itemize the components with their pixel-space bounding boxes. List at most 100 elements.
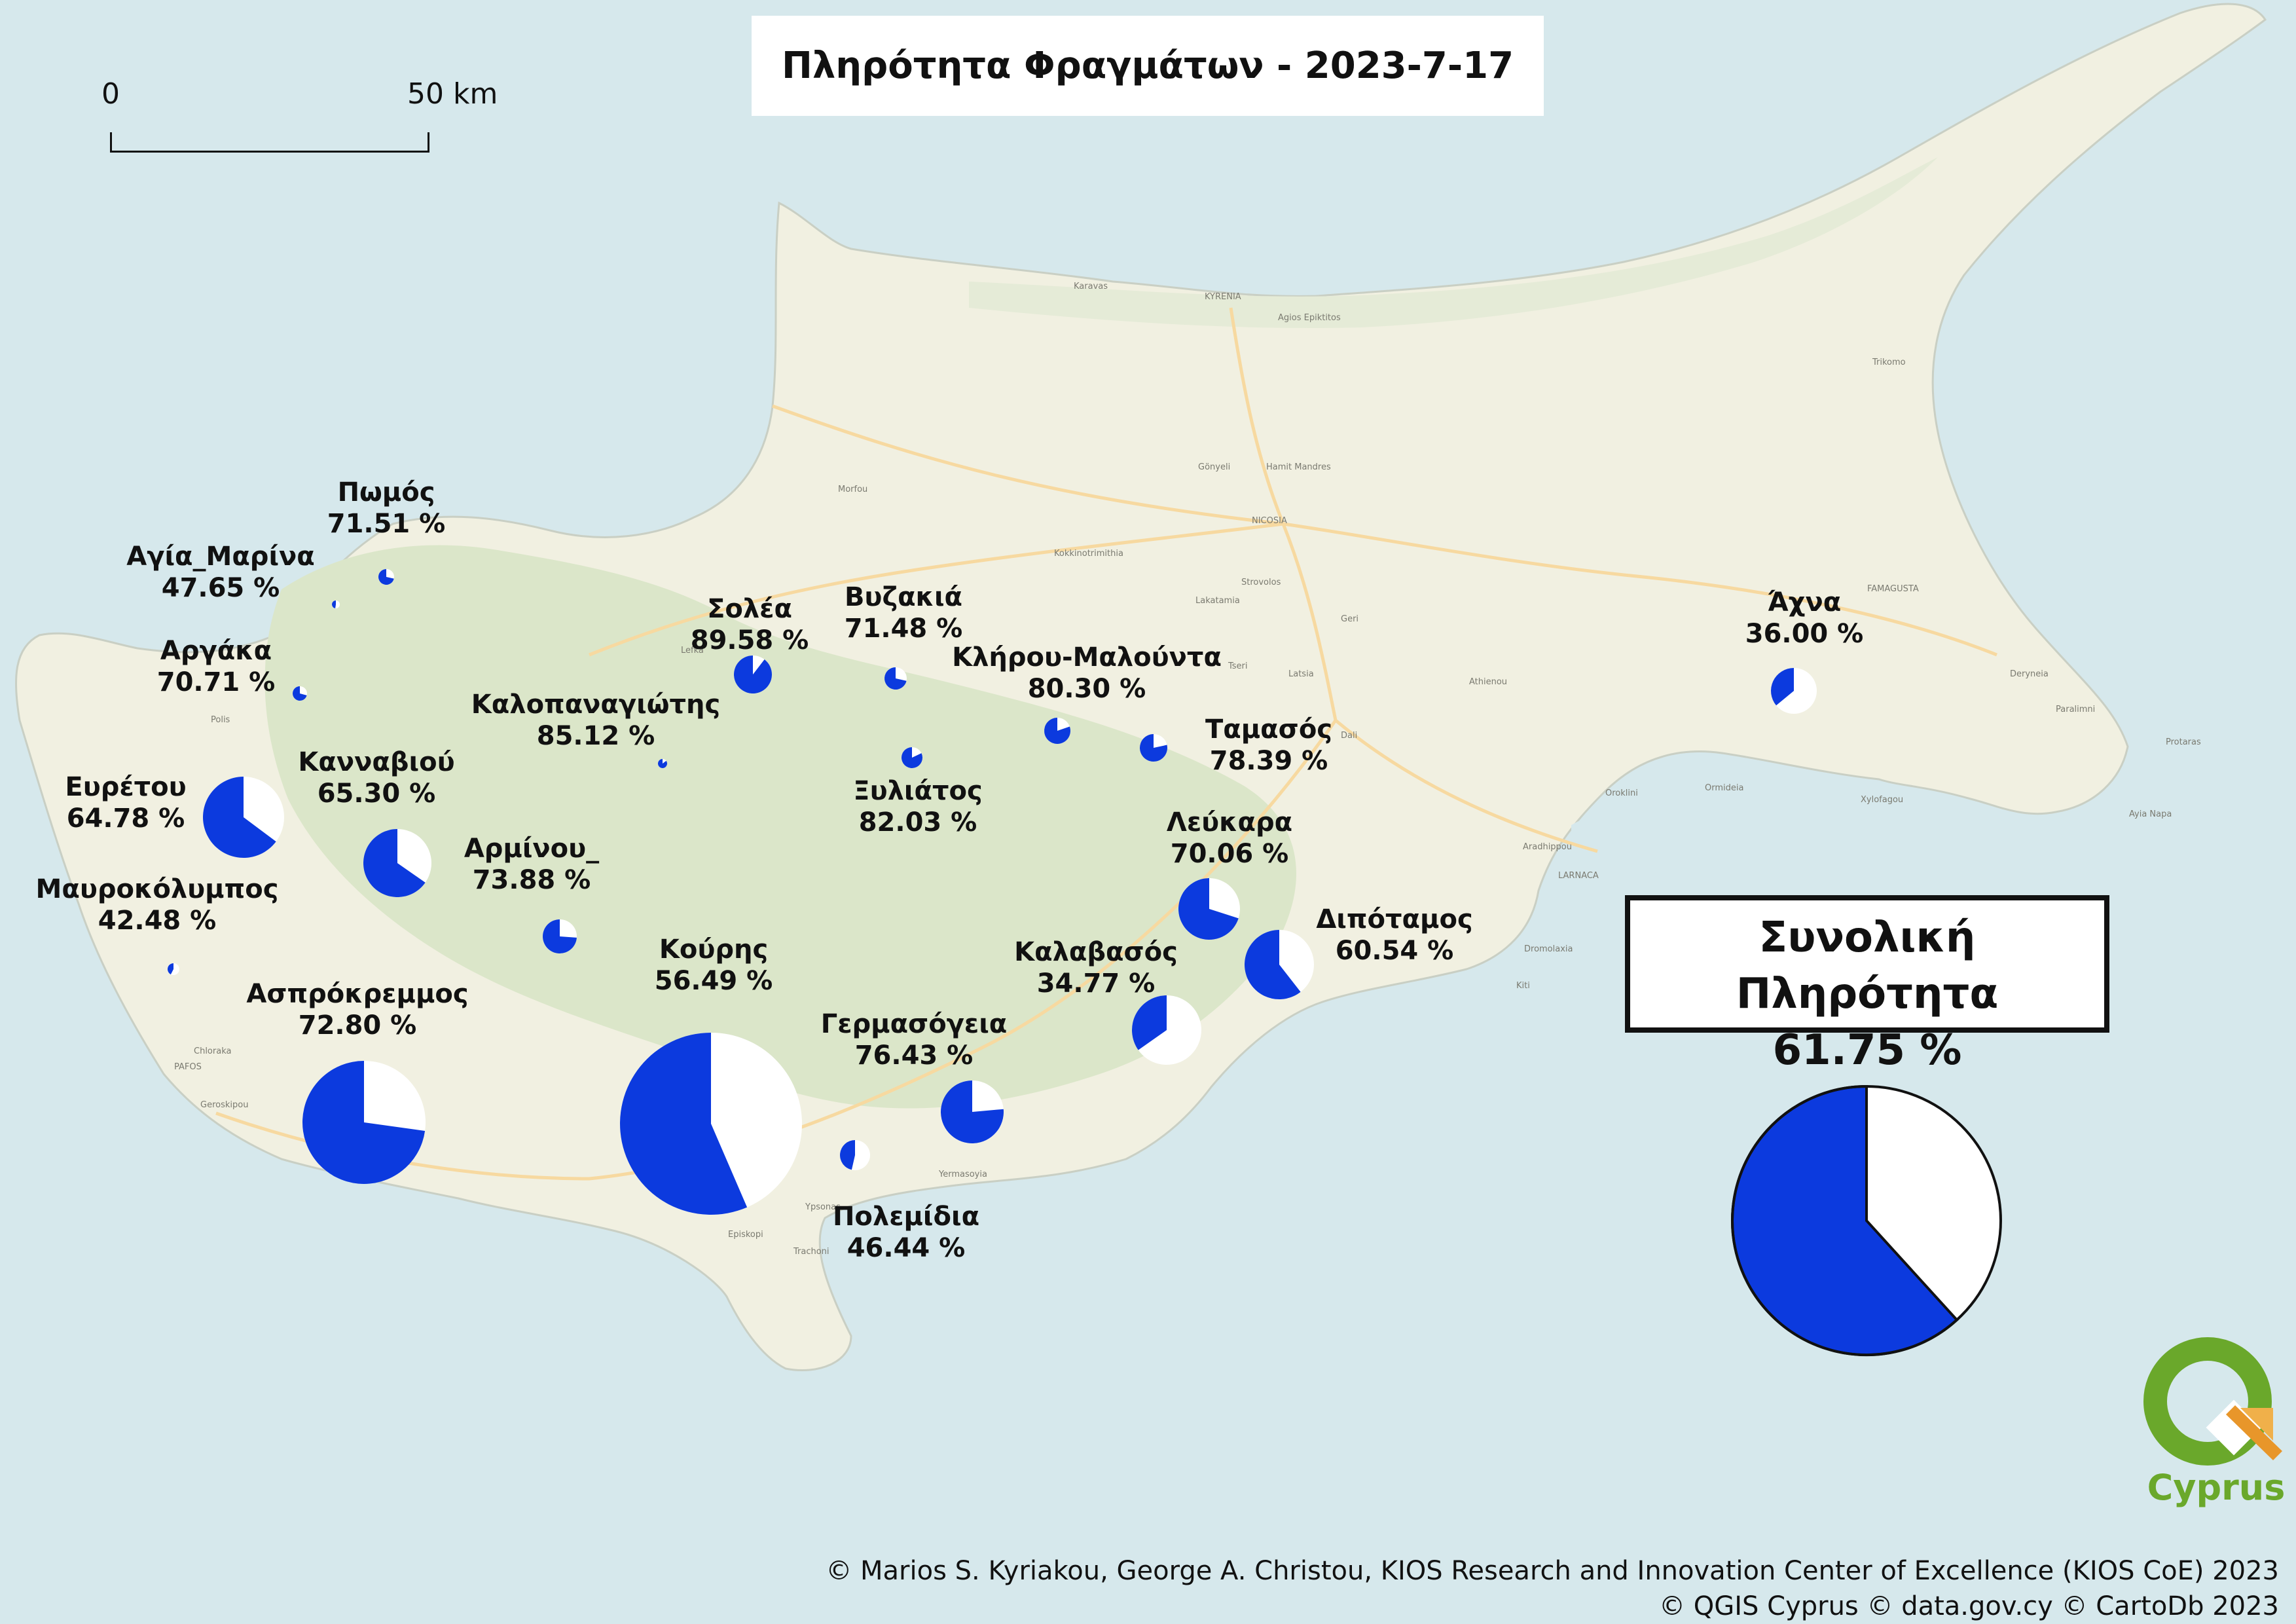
dam-label: Διπόταμος 60.54 % bbox=[1316, 904, 1472, 967]
map-title: Πληρότητα Φραγμάτων - 2023-7-17 bbox=[752, 16, 1544, 116]
place-name: Ormideia bbox=[1705, 783, 1744, 793]
place-name: Kiti bbox=[1516, 981, 1530, 991]
place-name: Episkopi bbox=[728, 1230, 763, 1240]
dam-pie-3 bbox=[202, 777, 284, 858]
dam-label: Γερμασόγεια 76.43 % bbox=[821, 1008, 1008, 1071]
dam-name: Πολεμίδια bbox=[832, 1202, 980, 1232]
qgis-cyprus-logo: Cyprus bbox=[2136, 1336, 2290, 1508]
dam-name: Αγία_Μαρίνα bbox=[126, 542, 315, 572]
place-name: Paralimni bbox=[2056, 705, 2096, 714]
dam-pie-10-filled bbox=[884, 667, 907, 690]
place-name: Gönyeli bbox=[1198, 462, 1231, 472]
dam-pie-12-filled bbox=[1044, 718, 1070, 744]
place-name: FAMAGUSTA bbox=[1867, 584, 1919, 594]
dam-pie-4-filled bbox=[167, 963, 173, 975]
dam-pie-20-filled bbox=[1770, 668, 1794, 706]
place-name: Agios Epiktitos bbox=[1278, 313, 1341, 323]
place-name: Yermasoyia bbox=[939, 1170, 987, 1179]
dam-name: Αργάκα bbox=[160, 636, 272, 666]
dam-percent: 64.78 % bbox=[66, 803, 185, 834]
dam-label: Κούρης 56.49 % bbox=[655, 934, 773, 997]
dam-pie-1 bbox=[332, 600, 340, 608]
place-name: Karavas bbox=[1074, 282, 1108, 291]
place-name: Ypsonas bbox=[805, 1202, 841, 1212]
place-name: Lakatamia bbox=[1195, 596, 1240, 606]
place-name: Chloraka bbox=[194, 1046, 232, 1056]
logo-text: Cyprus bbox=[2147, 1467, 2286, 1508]
place-name: Kokkinotrimithia bbox=[1054, 549, 1123, 559]
troodos-forest bbox=[264, 545, 1296, 1109]
dam-pie-9 bbox=[734, 655, 773, 693]
island-landmass bbox=[14, 3, 2267, 1372]
dam-percent: 47.65 % bbox=[161, 573, 280, 603]
dam-name: Διπόταμος bbox=[1316, 904, 1473, 934]
dam-label: Καλοπαναγιώτης 85.12 % bbox=[471, 689, 720, 752]
dam-percent: 89.58 % bbox=[690, 625, 809, 655]
dam-pie-19-filled bbox=[840, 1140, 855, 1170]
place-name: Geroskipou bbox=[200, 1100, 249, 1110]
place-name: Ayia Napa bbox=[2129, 809, 2172, 819]
dam-percent: 72.80 % bbox=[298, 1010, 417, 1041]
place-name: Hamit Mandres bbox=[1266, 462, 1331, 472]
dam-name: Ασπρόκρεμμος bbox=[246, 979, 469, 1009]
scale-zero-label: 0 bbox=[101, 77, 120, 111]
dam-label: Πολεμίδια 46.44 % bbox=[833, 1201, 979, 1264]
dam-name: Καλοπαναγιώτης bbox=[471, 690, 721, 720]
dam-name: Άχνα bbox=[1767, 587, 1842, 618]
dam-name: Πωμός bbox=[337, 477, 435, 507]
dam-name: Σολέα bbox=[707, 594, 792, 624]
place-name: Athienou bbox=[1469, 677, 1508, 687]
dam-name: Μαυροκόλυμπος bbox=[35, 874, 279, 904]
dam-label: Πωμός 71.51 % bbox=[327, 477, 446, 540]
scale-bar bbox=[110, 132, 429, 153]
dam-percent: 78.39 % bbox=[1209, 746, 1328, 776]
dam-percent: 42.48 % bbox=[98, 906, 217, 936]
dam-name: Βυζακιά bbox=[844, 582, 963, 612]
dam-pie-14-filled bbox=[1178, 878, 1239, 940]
dam-pie-0-filled bbox=[378, 569, 394, 585]
dam-percent: 73.88 % bbox=[472, 865, 591, 895]
dam-pie-2 bbox=[293, 686, 307, 701]
dam-label: Αρμίνου_ 73.88 % bbox=[464, 833, 599, 896]
dam-pie-8 bbox=[542, 919, 577, 954]
place-name: Tseri bbox=[1228, 661, 1248, 671]
dam-label: Αργάκα 70.71 % bbox=[157, 635, 276, 698]
dam-label: Λεύκαρα 70.06 % bbox=[1167, 807, 1292, 870]
place-name: Geri bbox=[1341, 614, 1359, 624]
place-name: Aradhippou bbox=[1523, 842, 1573, 852]
dam-label: Ευρέτου 64.78 % bbox=[65, 771, 186, 834]
dam-percent: 65.30 % bbox=[317, 779, 436, 809]
dam-label: Άχνα 36.00 % bbox=[1745, 587, 1864, 650]
place-name: NICOSIA bbox=[1252, 516, 1287, 526]
place-name: KYRENIA bbox=[1205, 292, 1241, 302]
dam-pie-15 bbox=[1244, 929, 1314, 999]
dam-pie-11-filled bbox=[901, 747, 922, 768]
qgis-logo-icon bbox=[2143, 1337, 2282, 1466]
dam-pie-0 bbox=[378, 569, 394, 585]
place-name: Protaras bbox=[2166, 737, 2201, 747]
dam-pie-1-filled bbox=[332, 600, 336, 608]
dam-name: Κλήρου-Μαλούντα bbox=[952, 642, 1222, 673]
dam-pie-6-filled bbox=[363, 829, 426, 898]
dam-pie-16 bbox=[1131, 995, 1201, 1065]
dam-percent: 82.03 % bbox=[858, 807, 977, 838]
dam-name: Ευρέτου bbox=[65, 772, 187, 802]
place-name: Trikomo bbox=[1872, 358, 1906, 367]
dam-percent: 46.44 % bbox=[847, 1233, 966, 1263]
dam-pie-7 bbox=[658, 759, 668, 768]
dam-label: Μαυροκόλυμπος 42.48 % bbox=[36, 874, 279, 936]
credits-line-1: © Marios S. Kyriakou, George A. Christou… bbox=[826, 1556, 2279, 1586]
dam-name: Ταμασός bbox=[1205, 714, 1333, 745]
place-name: Dali bbox=[1341, 731, 1358, 741]
dam-label: Ξυλιάτος 82.03 % bbox=[853, 775, 982, 838]
dam-pie-15-filled bbox=[1244, 929, 1301, 999]
dam-label: Κλήρου-Μαλούντα 80.30 % bbox=[952, 642, 1222, 705]
place-name: Deryneia bbox=[2010, 669, 2049, 679]
total-pie-outline bbox=[1731, 1085, 2002, 1356]
total-fill-percent: 61.75 % bbox=[1772, 1026, 1962, 1075]
dam-pie-17-filled bbox=[941, 1080, 1004, 1144]
place-name: Latsia bbox=[1288, 669, 1314, 679]
dam-name: Γερμασόγεια bbox=[820, 1009, 1008, 1039]
dam-pie-18 bbox=[620, 1033, 802, 1215]
